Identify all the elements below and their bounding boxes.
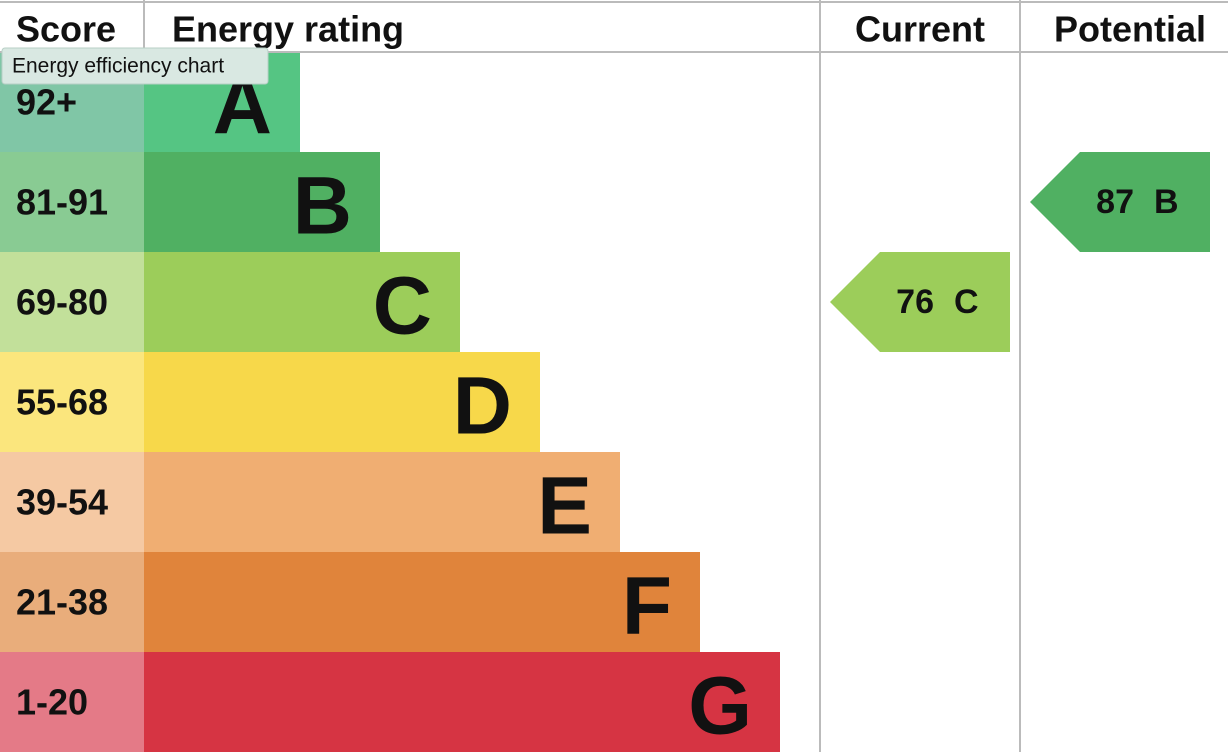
score-range: 39-54 [16, 482, 108, 523]
tooltip-text: Energy efficiency chart [12, 55, 224, 78]
rating-letter: G [688, 661, 752, 752]
rating-bar [144, 152, 380, 252]
score-range: 81-91 [16, 182, 108, 223]
current-arrow [830, 252, 1010, 352]
header-current: Current [855, 9, 985, 50]
score-range: 21-38 [16, 582, 108, 623]
current-band: C [954, 283, 979, 321]
header-potential: Potential [1054, 9, 1206, 50]
header-rating: Energy rating [172, 9, 404, 50]
score-range: 69-80 [16, 282, 108, 323]
rating-letter: F [622, 561, 672, 652]
tooltip-box [1, 47, 269, 85]
potential-value: 87 [1096, 183, 1134, 221]
rating-bar [144, 452, 620, 552]
score-range: 92+ [16, 82, 77, 123]
header-score: Score [16, 9, 116, 50]
score-cell [0, 152, 144, 252]
rating-letter: B [293, 161, 352, 252]
arrows: 76 C 87 B [830, 152, 1210, 352]
score-cell [0, 252, 144, 352]
rating-bar [144, 252, 460, 352]
score-range: 1-20 [16, 682, 88, 723]
potential-band: B [1154, 183, 1179, 221]
score-cell [0, 652, 144, 752]
rating-letter: C [373, 261, 432, 352]
rating-letter: D [453, 361, 512, 452]
score-range: 55-68 [16, 382, 108, 423]
score-cell [0, 452, 144, 552]
rating-bar [144, 652, 780, 752]
score-cell [0, 552, 144, 652]
score-cell [0, 352, 144, 452]
tooltip: Energy efficiency chart [1, 47, 269, 85]
rating-letter: E [537, 461, 592, 552]
rating-bar [144, 552, 700, 652]
rating-bar [144, 352, 540, 452]
potential-arrow [1030, 152, 1210, 252]
current-value: 76 [896, 283, 934, 321]
